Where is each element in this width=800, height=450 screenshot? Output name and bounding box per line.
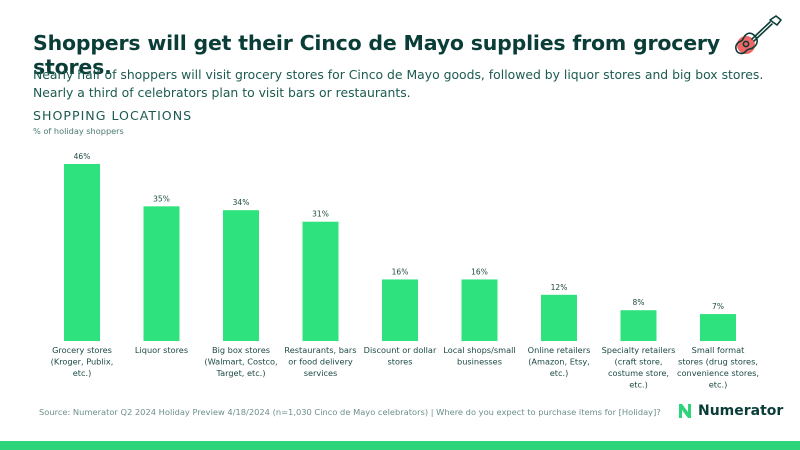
numerator-logo-icon xyxy=(679,404,691,418)
data-label: 7% xyxy=(712,302,724,311)
data-label: 16% xyxy=(471,267,488,276)
bar-chart: 46% Grocery stores (Kroger, Publix, etc.) 35… xyxy=(51,152,759,390)
page-subtitle: Nearly half of shoppers will visit groce… xyxy=(33,67,764,100)
category-label: Small format stores (drug stores, convenie… xyxy=(677,345,759,390)
chart-title: SHOPPING LOCATIONS xyxy=(33,108,193,123)
category-label: Big box stores (Walmart, Costco, Target, e… xyxy=(204,345,277,378)
category-label: Local shops/small businesses xyxy=(443,345,515,367)
bar xyxy=(143,206,180,341)
brand-name: Numerator xyxy=(698,403,784,419)
brand-logo: Numerator xyxy=(677,403,783,419)
source-note: Source: Numerator Q2 2024 Holiday Previe… xyxy=(39,407,661,417)
bar xyxy=(700,314,736,341)
bar xyxy=(302,221,339,341)
data-label: 46% xyxy=(74,152,91,161)
footer-accent-bar xyxy=(0,441,800,450)
data-label: 8% xyxy=(633,298,645,307)
category-label: Liquor stores xyxy=(135,345,188,355)
category-label: Grocery stores (Kroger, Publix, etc.) xyxy=(51,345,114,378)
category-label: Specialty retailers (craft store, costume … xyxy=(602,345,676,390)
data-label: 16% xyxy=(392,267,409,276)
bar xyxy=(223,210,259,341)
bar xyxy=(541,294,577,341)
data-label: 12% xyxy=(551,283,568,292)
bar xyxy=(64,164,100,341)
bar xyxy=(382,279,418,341)
guitar-icon xyxy=(735,15,782,55)
category-label: Online retailers (Amazon, Etsy, etc.) xyxy=(528,345,591,378)
bar xyxy=(620,310,657,341)
page-title: Shoppers will get their Cinco de Mayo su… xyxy=(33,31,720,79)
data-label: 31% xyxy=(312,210,329,219)
data-label: 34% xyxy=(233,198,250,207)
chart-subtitle: % of holiday shoppers xyxy=(33,126,124,136)
category-label: Restaurants, bars or food delivery service… xyxy=(284,345,356,378)
category-label: Discount or dollar stores xyxy=(364,345,437,367)
bar xyxy=(461,279,498,341)
data-label: 35% xyxy=(153,194,170,203)
